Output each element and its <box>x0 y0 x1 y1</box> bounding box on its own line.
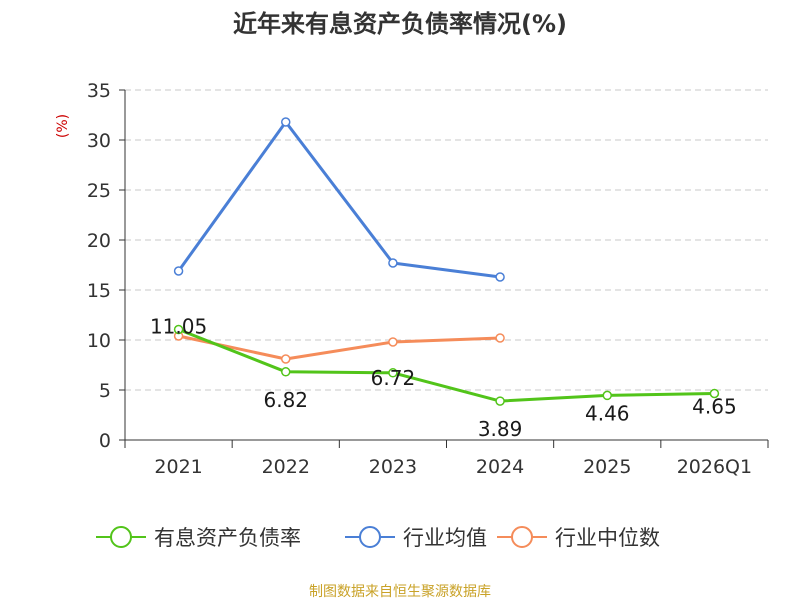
x-tick-label: 2022 <box>262 456 310 478</box>
legend-marker <box>511 526 533 548</box>
data-point <box>281 117 291 127</box>
y-tick-label: 0 <box>99 430 111 452</box>
data-point <box>388 337 398 347</box>
data-label: 6.82 <box>263 388 308 412</box>
series-line <box>177 334 502 361</box>
data-label: 6.72 <box>371 366 416 390</box>
x-tick-label: 2026Q1 <box>677 456 752 478</box>
data-point <box>388 368 398 378</box>
y-tick-label: 5 <box>99 380 111 402</box>
data-label: 4.46 <box>585 401 630 425</box>
x-tick-label: 2024 <box>476 456 524 478</box>
legend-label: 行业中位数 <box>555 526 660 550</box>
x-tick-label: 2021 <box>154 456 202 478</box>
y-tick-label: 15 <box>87 280 111 302</box>
y-tick-label: 25 <box>87 180 111 202</box>
y-tick-label: 35 <box>87 80 111 102</box>
legend-item: 有息资产负债率 <box>96 526 301 550</box>
legend-label: 有息资产负债率 <box>154 526 301 550</box>
y-axis-label: (%) <box>55 114 71 138</box>
chart-title: 近年来有息资产负债率情况(%) <box>233 10 567 38</box>
y-tick-label: 30 <box>87 130 111 152</box>
data-point <box>173 324 184 335</box>
legend-marker <box>359 526 381 548</box>
data-labels: 11.05 6.82 6.72 3.89 4.46 4.65 <box>150 315 737 442</box>
data-label: 11.05 <box>150 315 207 339</box>
legend-item: 行业均值 <box>345 526 487 550</box>
data-point <box>495 333 505 343</box>
data-point <box>495 272 505 282</box>
series-line <box>177 328 716 403</box>
y-tick-label: 20 <box>87 230 111 252</box>
data-point <box>388 258 398 268</box>
legend-marker <box>110 526 132 548</box>
data-point <box>281 367 291 377</box>
data-point <box>709 388 720 399</box>
series-lines <box>173 117 720 406</box>
source-note: 制图数据来自恒生聚源数据库 <box>309 584 491 600</box>
y-tick-label: 10 <box>87 330 111 352</box>
legend-item: 行业中位数 <box>497 526 660 550</box>
data-point <box>173 266 184 276</box>
data-label: 4.65 <box>692 395 737 419</box>
x-tick-label: 2023 <box>369 456 417 478</box>
data-point <box>495 396 505 406</box>
legend-label: 行业均值 <box>403 526 487 550</box>
series-line <box>177 120 502 279</box>
data-point <box>602 390 612 401</box>
data-point <box>281 354 291 364</box>
x-tick-label: 2025 <box>583 456 631 478</box>
data-label: 3.89 <box>478 417 523 441</box>
legend: 有息资产负债率 行业均值 行业中位数 <box>96 526 660 550</box>
